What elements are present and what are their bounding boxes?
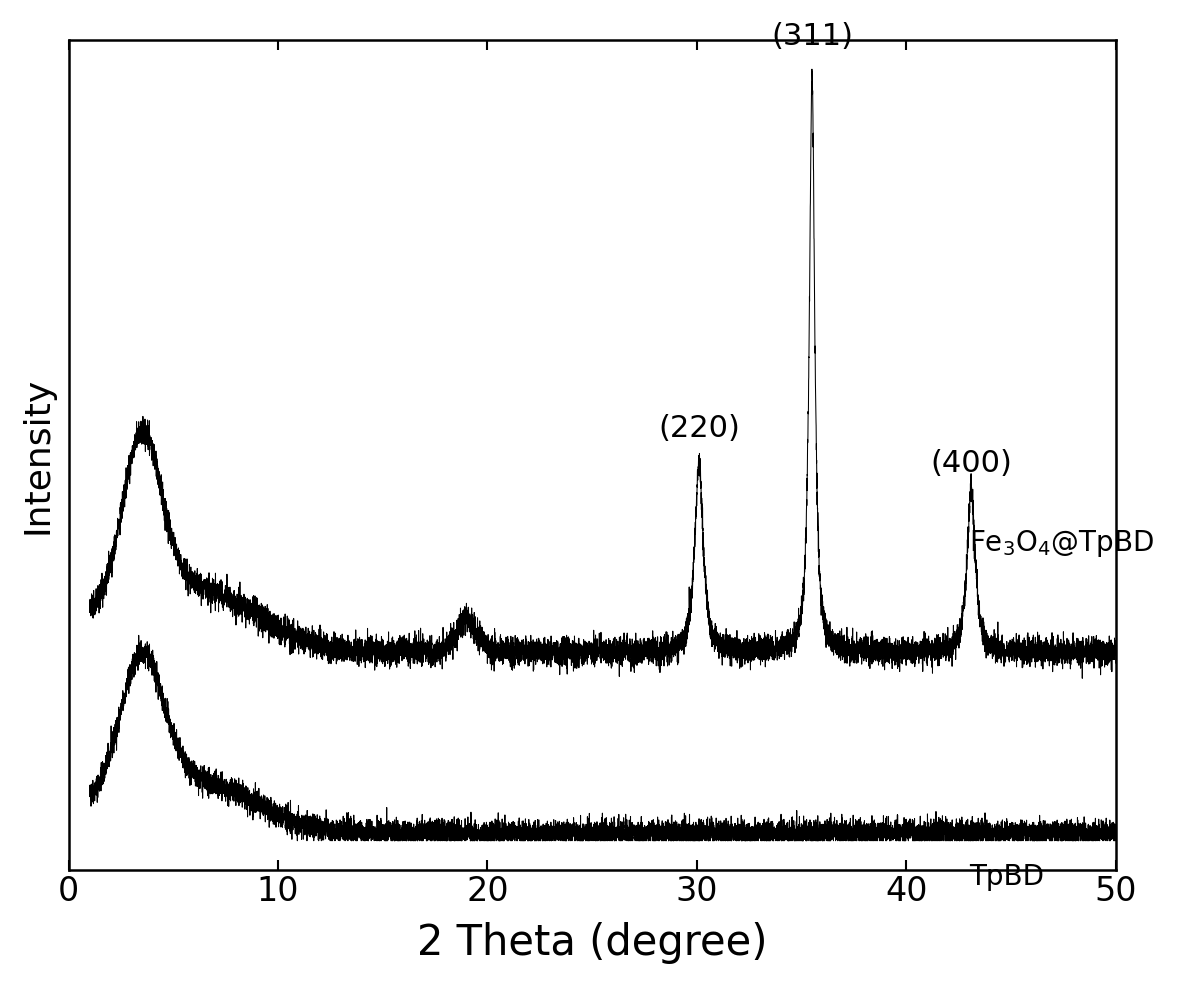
Text: Fe$_3$O$_4$@TpBD: Fe$_3$O$_4$@TpBD bbox=[969, 528, 1154, 558]
X-axis label: 2 Theta (degree): 2 Theta (degree) bbox=[417, 922, 768, 964]
Y-axis label: Intensity: Intensity bbox=[20, 376, 55, 534]
Text: (311): (311) bbox=[771, 22, 853, 51]
Text: (400): (400) bbox=[930, 449, 1012, 478]
Text: TpBD: TpBD bbox=[969, 863, 1044, 890]
Text: (220): (220) bbox=[658, 415, 740, 443]
